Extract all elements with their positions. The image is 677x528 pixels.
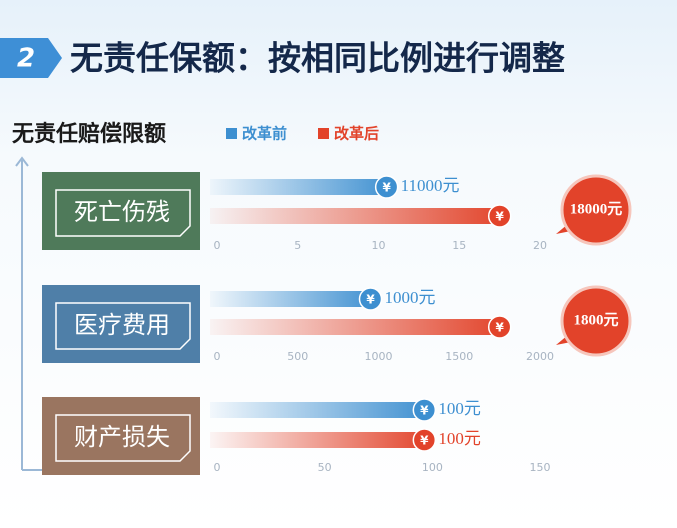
title: 无责任保额：按相同比例进行调整 [70, 39, 565, 78]
category-panel [42, 397, 200, 475]
value-label: 100元 [438, 429, 481, 448]
number-chevron [0, 38, 62, 78]
x-tick-label: 150 [530, 461, 551, 474]
legend-swatch [318, 128, 329, 139]
coin-symbol: ¥ [420, 434, 429, 448]
bar [210, 319, 508, 335]
x-tick-label: 50 [318, 461, 332, 474]
category-panel [42, 172, 200, 250]
badge [560, 174, 632, 246]
coin [487, 204, 512, 228]
x-tick-label: 100 [422, 461, 443, 474]
bar [210, 402, 433, 418]
category-panel [42, 285, 200, 363]
category-label: 医疗费用 [74, 311, 170, 339]
coin [358, 287, 383, 311]
badge-label: 1800元 [573, 311, 618, 328]
x-tick-label: 1500 [445, 350, 473, 363]
coin-symbol: ¥ [366, 293, 375, 307]
x-tick-label: 500 [287, 350, 308, 363]
x-tick-label: 1000 [365, 350, 393, 363]
value-label: 11000元 [401, 176, 460, 195]
legend-swatch [226, 128, 237, 139]
x-tick-label: 10 [372, 239, 386, 252]
x-tick-label: 5 [294, 239, 301, 252]
coin-symbol: ¥ [382, 181, 391, 195]
coin [412, 428, 437, 452]
x-tick-label: 0 [214, 350, 221, 363]
badge-label: 18000元 [570, 200, 623, 217]
coin [374, 175, 399, 199]
x-tick-label: 15 [452, 239, 466, 252]
x-tick-label: 0 [214, 461, 221, 474]
legend-label: 改革前 [242, 125, 287, 143]
badge [560, 285, 632, 357]
x-tick-label: 20 [533, 239, 547, 252]
category-label: 财产损失 [74, 423, 170, 451]
guide-arrow [15, 156, 29, 167]
coin [412, 398, 437, 422]
section-number: 2 [17, 44, 35, 74]
bar [210, 208, 508, 224]
subtitle: 无责任赔偿限额 [12, 121, 166, 147]
category-box [55, 414, 191, 462]
x-tick-label: 0 [214, 239, 221, 252]
value-label: 1000元 [385, 288, 436, 307]
coin-symbol: ¥ [420, 404, 429, 418]
coin-symbol: ¥ [496, 321, 505, 335]
coin-symbol: ¥ [496, 210, 505, 224]
bar [210, 179, 395, 195]
bar [210, 291, 379, 307]
value-label: 100元 [438, 399, 481, 418]
category-label: 死亡伤残 [74, 198, 170, 226]
category-box [55, 189, 191, 237]
legend-label: 改革后 [334, 125, 379, 143]
bar [210, 432, 433, 448]
category-box [55, 302, 191, 350]
coin [487, 315, 512, 339]
x-tick-label: 2000 [526, 350, 554, 363]
